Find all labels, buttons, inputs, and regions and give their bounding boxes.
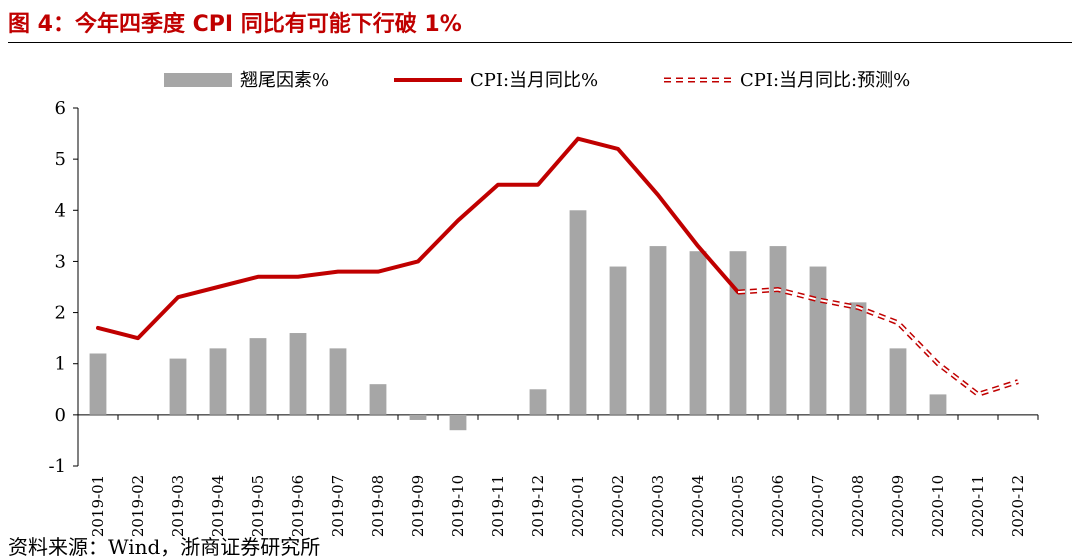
bar bbox=[889, 348, 907, 415]
bar bbox=[649, 246, 667, 415]
cpi-forecast-line-inner bbox=[737, 288, 1019, 396]
bar bbox=[569, 210, 587, 415]
x-tick-label: 2019-01 bbox=[89, 475, 107, 537]
y-tick-label: 1 bbox=[55, 354, 66, 375]
bar bbox=[209, 348, 227, 415]
bar bbox=[249, 338, 267, 415]
title-rule bbox=[8, 42, 1072, 43]
legend: 翘尾因素% CPI:当月同比% CPI:当月同比:预测% bbox=[164, 70, 910, 91]
x-tick-label: 2020-04 bbox=[689, 475, 707, 537]
bar bbox=[89, 353, 107, 415]
axes bbox=[73, 107, 1039, 467]
y-tick-label: -1 bbox=[48, 456, 66, 477]
y-tick-label: 5 bbox=[55, 149, 66, 170]
cpi-line bbox=[96, 136, 740, 341]
y-tick-label: 0 bbox=[55, 405, 66, 426]
x-tick-label: 2019-11 bbox=[489, 475, 507, 537]
tick-labels: -1 0 1 2 3 4 5 6 2019-01 2019-02 2019-03 2019-04 201… bbox=[48, 98, 1027, 537]
x-tick-label: 2019-10 bbox=[449, 475, 467, 537]
bar bbox=[409, 414, 427, 420]
legend-swatch-bar bbox=[164, 73, 232, 87]
x-tick-label: 2019-06 bbox=[289, 475, 307, 537]
line-series bbox=[96, 136, 1019, 397]
legend-label-dashed: CPI:当月同比:预测% bbox=[740, 70, 910, 91]
legend-label-bar: 翘尾因素% bbox=[240, 70, 329, 91]
y-tick-label: 6 bbox=[55, 98, 66, 119]
x-tick-label: 2020-01 bbox=[569, 475, 587, 537]
legend-label-line: CPI:当月同比% bbox=[470, 70, 598, 91]
x-tick-label: 2020-09 bbox=[889, 475, 907, 537]
x-tick-label: 2020-06 bbox=[769, 475, 787, 537]
bar bbox=[849, 302, 867, 415]
x-tick-label: 2019-08 bbox=[369, 475, 387, 537]
bar bbox=[929, 394, 947, 415]
bar bbox=[169, 358, 187, 415]
bar bbox=[289, 333, 307, 415]
bar bbox=[769, 246, 787, 415]
chart-title: 图 4：今年四季度 CPI 同比有可能下行破 1% bbox=[8, 12, 462, 37]
bar bbox=[689, 251, 707, 415]
x-tick-label: 2019-09 bbox=[409, 475, 427, 537]
x-tick-label: 2019-04 bbox=[209, 475, 227, 537]
x-tick-label: 2020-12 bbox=[1009, 475, 1027, 537]
bar bbox=[809, 266, 827, 415]
x-tick-label: 2019-12 bbox=[529, 475, 547, 537]
x-tick-label: 2019-02 bbox=[129, 475, 147, 537]
x-tick-label: 2019-03 bbox=[169, 475, 187, 537]
x-tick-label: 2020-07 bbox=[809, 475, 827, 537]
x-tick-label: 2019-05 bbox=[249, 475, 267, 537]
y-tick-label: 3 bbox=[55, 251, 66, 272]
x-tick-label: 2020-02 bbox=[609, 475, 627, 537]
x-tick-label: 2020-10 bbox=[929, 475, 947, 537]
bar bbox=[729, 251, 747, 415]
bar bbox=[609, 266, 627, 415]
x-tick-label: 2020-11 bbox=[969, 475, 987, 537]
bar bbox=[529, 389, 547, 415]
bar bbox=[449, 414, 467, 431]
bar-series bbox=[89, 210, 947, 431]
x-tick-label: 2020-08 bbox=[849, 475, 867, 537]
bar bbox=[369, 384, 387, 415]
source-note: 资料来源：Wind，浙商证券研究所 bbox=[8, 535, 321, 559]
bar bbox=[329, 348, 347, 415]
x-tick-label: 2020-05 bbox=[729, 475, 747, 537]
x-tick-label: 2019-07 bbox=[329, 475, 347, 537]
x-tick-label: 2020-03 bbox=[649, 475, 667, 537]
y-tick-label: 4 bbox=[55, 200, 66, 221]
y-tick-label: 2 bbox=[55, 303, 66, 324]
